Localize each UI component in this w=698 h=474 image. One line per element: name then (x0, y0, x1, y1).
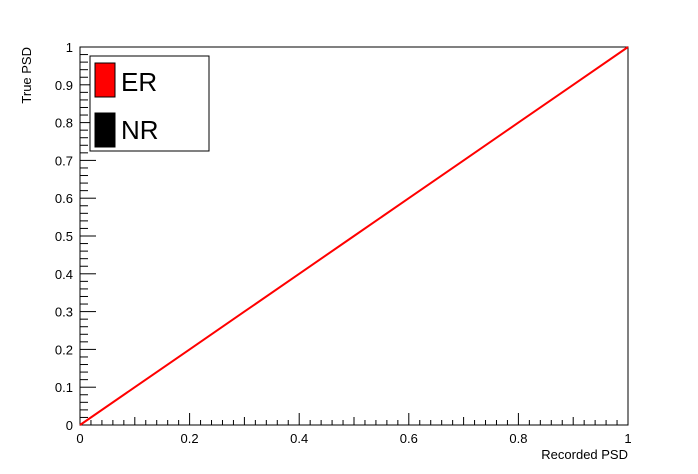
x-axis-ticks: 0 0.2 0.4 0.6 0.8 1 (76, 413, 632, 446)
y-tick-label: 0.4 (55, 267, 73, 282)
x-tick-label: 0.6 (400, 431, 418, 446)
x-axis-title: Recorded PSD (541, 447, 628, 462)
x-tick-label: 1 (624, 431, 631, 446)
y-tick-label: 0.9 (55, 78, 73, 93)
y-tick-label: 0.1 (55, 380, 73, 395)
y-tick-label: 0 (66, 418, 73, 433)
series-line-er (79, 46, 629, 426)
y-tick-label: 0.2 (55, 342, 73, 357)
series-layer (79, 46, 629, 426)
legend-label-er: ER (121, 67, 157, 97)
x-tick-label: 0.2 (181, 431, 199, 446)
x-tick-label: 0.8 (509, 431, 527, 446)
y-tick-label: 0.8 (55, 116, 73, 131)
y-axis-title: True PSD (19, 47, 34, 104)
y-tick-label: 0.3 (55, 305, 73, 320)
y-tick-label: 0.6 (55, 191, 73, 206)
x-tick-label: 0 (76, 431, 83, 446)
legend: ER NR (89, 55, 210, 152)
y-tick-label: 1 (66, 40, 73, 55)
legend-swatch-nr (94, 112, 116, 148)
legend-label-nr: NR (121, 115, 159, 145)
y-tick-label: 0.5 (55, 229, 73, 244)
y-tick-label: 0.7 (55, 153, 73, 168)
legend-swatch-er (94, 62, 116, 98)
x-tick-label: 0.4 (290, 431, 308, 446)
y-axis-ticks: 0 0.1 0.2 0.3 0.4 0.5 0.6 0.7 0.8 0.9 1 (55, 40, 96, 433)
